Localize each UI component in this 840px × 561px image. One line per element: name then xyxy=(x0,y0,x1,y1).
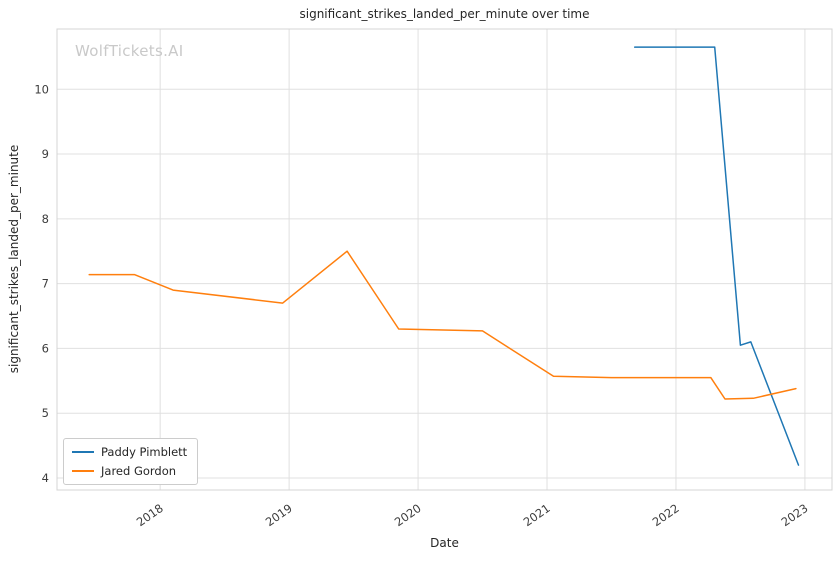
svg-text:2023: 2023 xyxy=(779,501,811,529)
svg-text:2018: 2018 xyxy=(134,501,166,529)
svg-text:10: 10 xyxy=(34,82,49,96)
svg-text:7: 7 xyxy=(42,277,49,291)
legend-item-jared-gordon: Jared Gordon xyxy=(72,464,187,478)
x-axis-label: Date xyxy=(430,536,459,550)
chart-title: significant_strikes_landed_per_minute ov… xyxy=(299,7,590,21)
watermark: WolfTickets.AI xyxy=(75,42,184,60)
legend-label: Paddy Pimblett xyxy=(101,445,188,459)
legend-label: Jared Gordon xyxy=(101,464,177,478)
y-axis-label: significant_strikes_landed_per_minute xyxy=(7,144,21,374)
svg-text:5: 5 xyxy=(42,406,49,420)
svg-text:2022: 2022 xyxy=(650,501,682,529)
svg-text:2020: 2020 xyxy=(392,501,424,529)
svg-text:6: 6 xyxy=(42,341,49,355)
legend: Paddy Pimblett Jared Gordon xyxy=(63,438,199,485)
svg-text:2021: 2021 xyxy=(521,501,553,529)
svg-text:9: 9 xyxy=(42,147,49,161)
svg-text:4: 4 xyxy=(42,471,49,485)
legend-line-swatch-blue xyxy=(72,451,94,453)
svg-text:8: 8 xyxy=(42,212,49,226)
svg-text:2019: 2019 xyxy=(263,501,295,529)
legend-item-paddy-pimblett: Paddy Pimblett xyxy=(72,445,187,459)
legend-line-swatch-orange xyxy=(72,470,94,472)
